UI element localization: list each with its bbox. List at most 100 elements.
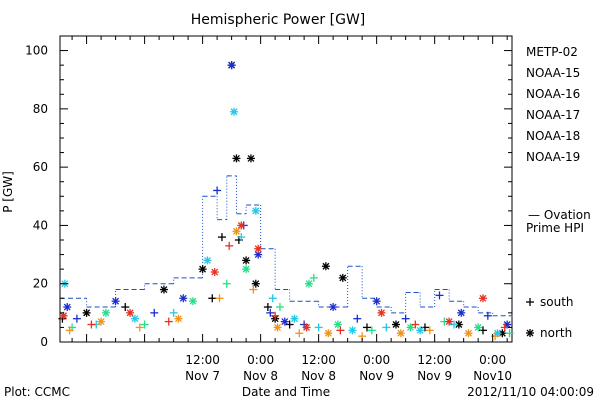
data-point-north bbox=[396, 329, 405, 338]
marker-stroke bbox=[230, 108, 238, 116]
data-point-south bbox=[225, 241, 234, 250]
legend-marker-plus bbox=[526, 298, 534, 306]
marker-stroke bbox=[465, 329, 472, 337]
y-tick-label: 40 bbox=[33, 218, 48, 232]
data-point-north bbox=[232, 154, 241, 163]
marker-stroke bbox=[416, 326, 424, 334]
data-point-south bbox=[309, 273, 318, 282]
data-point-north bbox=[242, 265, 251, 274]
data-point-north bbox=[111, 297, 120, 306]
data-point-north bbox=[445, 317, 454, 326]
x-tick-label-time: 12:00 bbox=[417, 353, 452, 367]
data-point-south bbox=[87, 320, 96, 329]
data-point-south bbox=[275, 303, 284, 312]
data-point-south bbox=[150, 308, 159, 317]
data-point-north bbox=[464, 329, 473, 338]
data-point-south bbox=[362, 323, 371, 332]
x-tick-label-time: 0:00 bbox=[247, 353, 274, 367]
marker-stroke bbox=[455, 321, 463, 328]
data-point-north bbox=[406, 323, 415, 332]
data-point-south bbox=[268, 294, 277, 303]
data-point-south bbox=[367, 326, 376, 335]
legend-label-ovation: — Ovation bbox=[528, 208, 591, 222]
data-point-north bbox=[302, 323, 311, 332]
data-point-north bbox=[126, 308, 135, 317]
marker-stroke bbox=[179, 294, 187, 302]
data-point-north bbox=[63, 303, 72, 312]
marker-stroke bbox=[457, 309, 465, 317]
marker-stroke bbox=[274, 323, 281, 331]
y-axis: 0 20 40 60 80 100 bbox=[25, 44, 512, 349]
marker-stroke bbox=[324, 329, 332, 337]
x-tick-label-date: Nov 9 bbox=[417, 369, 452, 383]
data-point-south bbox=[382, 323, 391, 332]
legend-marker-label-north: north bbox=[540, 326, 572, 340]
marker-stroke bbox=[252, 207, 260, 215]
y-tick-label: 80 bbox=[33, 102, 48, 116]
marker-stroke bbox=[232, 227, 240, 235]
legend-label-ovation-hpi: Prime HPI bbox=[526, 221, 584, 235]
data-point-south bbox=[217, 233, 226, 242]
marker-stroke bbox=[60, 312, 68, 320]
marker-stroke bbox=[247, 154, 255, 162]
legend-label-noaa-19: NOAA-19 bbox=[526, 150, 580, 164]
x-tick-label-date: Nov 7 bbox=[185, 369, 220, 383]
data-point-south bbox=[263, 303, 272, 312]
data-point-south bbox=[237, 233, 246, 242]
data-point-south bbox=[500, 323, 509, 332]
data-point-north bbox=[304, 279, 313, 288]
data-point-north bbox=[251, 206, 260, 215]
marker-stroke bbox=[281, 318, 289, 326]
data-point-south bbox=[72, 314, 81, 323]
x-tick-label-time: 0:00 bbox=[479, 353, 506, 367]
data-point-north bbox=[179, 294, 188, 303]
marker-stroke bbox=[126, 309, 134, 317]
series-noaa-15 bbox=[63, 61, 512, 329]
data-point-north bbox=[321, 262, 330, 271]
marker-stroke bbox=[407, 323, 414, 331]
legend-marker-label-south: south bbox=[540, 295, 574, 309]
marker-stroke bbox=[232, 154, 240, 162]
marker-stroke bbox=[479, 294, 487, 302]
data-point-north bbox=[478, 294, 487, 303]
marker-stroke bbox=[526, 329, 534, 337]
data-point-south bbox=[483, 311, 492, 320]
marker-stroke bbox=[237, 221, 245, 229]
series-noaa-19 bbox=[59, 221, 509, 335]
marker-stroke bbox=[228, 61, 236, 69]
data-point-south bbox=[164, 317, 173, 326]
data-point-north bbox=[130, 314, 139, 323]
marker-stroke bbox=[334, 321, 342, 328]
x-tick-label-time: 12:00 bbox=[185, 353, 220, 367]
legend-marker-star bbox=[526, 329, 534, 337]
data-point-south bbox=[505, 329, 514, 338]
plot-frame bbox=[59, 35, 513, 343]
data-point-north bbox=[246, 154, 255, 163]
marker-stroke bbox=[203, 256, 211, 264]
legend-label-noaa-16: NOAA-16 bbox=[526, 87, 580, 101]
data-point-north bbox=[227, 61, 236, 70]
x-tick-label-date: Nov10 bbox=[473, 369, 512, 383]
data-points bbox=[58, 61, 514, 341]
data-point-south bbox=[213, 186, 222, 195]
legend-label-noaa-18: NOAA-18 bbox=[526, 129, 580, 143]
data-point-north bbox=[188, 297, 197, 306]
marker-stroke bbox=[397, 329, 405, 337]
x-tick-label-date: Nov 8 bbox=[301, 369, 336, 383]
data-point-north bbox=[237, 221, 246, 230]
data-point-south bbox=[249, 285, 258, 294]
marker-stroke bbox=[339, 274, 347, 282]
marker-stroke bbox=[474, 323, 482, 331]
x-axis: 12:00 Nov 7 0:00 Nov 8 12:00 Nov 8 0:00 Nov 9 12… bbox=[71, 36, 512, 383]
data-point-north bbox=[254, 244, 263, 253]
chart-title: Hemispheric Power [GW] bbox=[191, 12, 366, 28]
marker-stroke bbox=[305, 280, 313, 288]
data-point-south bbox=[425, 326, 434, 335]
y-tick-label: 60 bbox=[33, 160, 48, 174]
data-point-south bbox=[266, 308, 275, 317]
data-point-north bbox=[457, 308, 466, 317]
y-tick-label: 20 bbox=[33, 277, 48, 291]
data-point-north bbox=[273, 323, 282, 332]
marker-stroke bbox=[189, 297, 197, 305]
